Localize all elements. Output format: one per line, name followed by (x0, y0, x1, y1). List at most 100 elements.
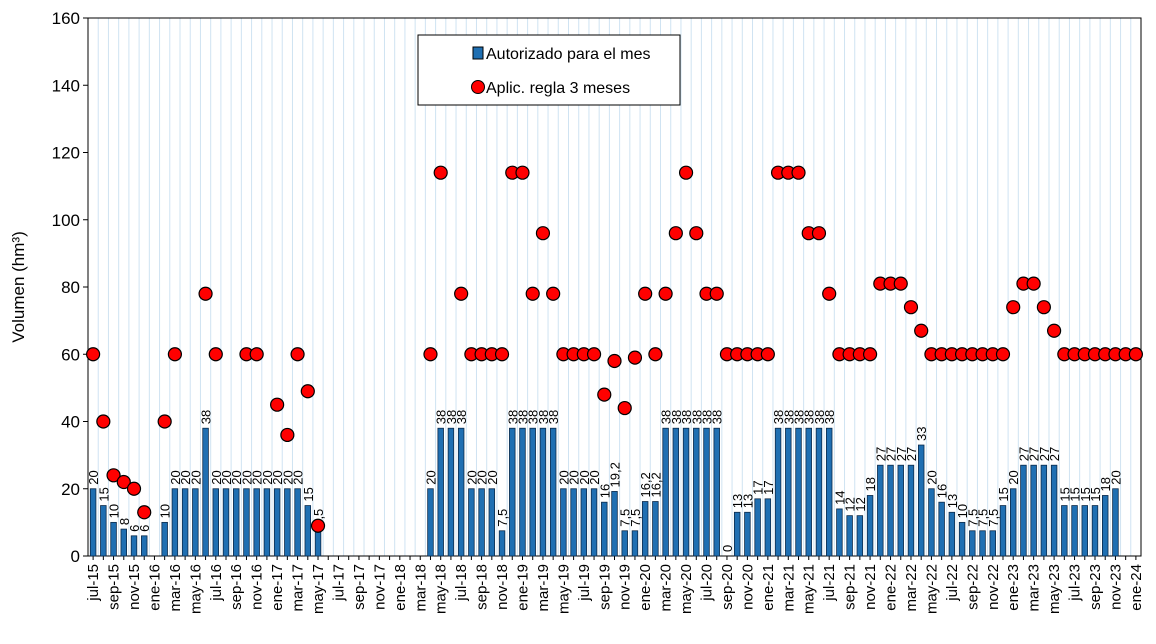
data-label: 27 (1027, 447, 1042, 461)
data-label: 15 (1057, 487, 1072, 501)
x-tick-label: jul-18 (453, 564, 470, 602)
x-tick-label: sep-20 (719, 564, 736, 610)
data-label: 6 (127, 525, 142, 532)
bar (897, 464, 904, 557)
data-label: 7,5 (986, 509, 1001, 527)
dot (627, 350, 643, 365)
dot (995, 347, 1011, 362)
x-tick-label: nov-18 (494, 564, 511, 610)
data-label: 38 (444, 410, 459, 424)
dot (709, 286, 724, 301)
data-label: 6 (137, 525, 152, 532)
dot (208, 347, 223, 362)
data-label: 15 (1068, 487, 1083, 501)
dot (433, 165, 448, 180)
data-label: 19,2 (608, 462, 623, 487)
data-label: 38 (792, 410, 807, 424)
data-label: 38 (802, 410, 817, 424)
data-label: 15 (301, 487, 316, 501)
x-tick-label: nov-19 (617, 564, 634, 610)
data-label: 17 (761, 480, 776, 494)
x-tick-label: ene-16 (146, 564, 163, 611)
data-label: 20 (250, 470, 265, 484)
y-axis-label: Volumen (hm³) (9, 231, 28, 342)
data-label: 27 (884, 447, 899, 461)
bar (233, 488, 240, 557)
bar (539, 427, 547, 557)
dot (515, 165, 530, 180)
bar (662, 427, 669, 557)
legend-swatch (472, 46, 484, 60)
bar (509, 427, 516, 557)
x-tick-label: may-23 (1046, 564, 1063, 614)
bar (856, 515, 864, 557)
x-tick-label: mar-23 (1026, 564, 1043, 612)
data-label: 38 (659, 410, 674, 424)
legend-box (417, 34, 681, 106)
data-label: 38 (700, 410, 715, 424)
legend-label: Aplic. regla 3 meses (486, 80, 630, 97)
bar (1009, 488, 1017, 557)
x-tick-label: jul-21 (821, 564, 838, 602)
data-label: 10 (107, 504, 122, 518)
bar (652, 501, 659, 557)
x-tick-label: sep-17 (351, 564, 368, 610)
data-label: 15 (1078, 487, 1093, 501)
bar (815, 427, 823, 557)
data-label: 7,5 (618, 509, 633, 527)
data-label: 16 (597, 484, 612, 498)
x-tick-label: may-22 (923, 564, 940, 614)
bar (999, 505, 1007, 557)
bar (866, 495, 874, 557)
x-tick-label: may-19 (555, 564, 572, 614)
bar (1050, 464, 1058, 557)
data-label: 16,2 (648, 472, 663, 497)
data-label: 13 (740, 494, 755, 508)
x-tick-label: nov-21 (862, 564, 879, 610)
data-label: 27 (1047, 447, 1062, 461)
data-label: 0 (720, 545, 735, 552)
bar (785, 427, 792, 557)
bar (1061, 505, 1068, 557)
data-label: 20 (168, 470, 183, 484)
x-tick-label: jul-23 (1067, 564, 1084, 602)
x-tick-label: sep-19 (596, 564, 613, 610)
data-label: 17 (751, 480, 766, 494)
x-tick-label: ene-24 (1128, 564, 1145, 611)
y-tick-label: 120 (52, 144, 80, 163)
bar (488, 488, 496, 557)
data-label: 27 (873, 447, 888, 461)
data-label: 38 (669, 410, 684, 424)
data-label: 38 (710, 410, 725, 424)
bar (958, 521, 966, 557)
y-tick-label: 100 (52, 211, 80, 230)
bar (948, 511, 956, 557)
legend-label: Autorizado para el mes (486, 46, 651, 63)
dot (607, 353, 622, 369)
dot (249, 347, 264, 362)
bar (560, 488, 567, 557)
bar (887, 464, 894, 557)
x-tick-label: nov-17 (371, 564, 388, 610)
bar (120, 528, 127, 557)
x-tick-label: may-20 (678, 564, 695, 614)
dot (106, 468, 121, 483)
dot (126, 481, 142, 496)
dot (1006, 300, 1021, 315)
bar (427, 488, 434, 557)
y-tick-label: 80 (61, 278, 80, 297)
data-label: 20 (219, 470, 234, 484)
data-label: 38 (505, 410, 520, 424)
bar (795, 427, 802, 557)
dot (300, 384, 315, 399)
data-label: 18 (1098, 477, 1113, 491)
x-tick-label: sep-22 (964, 564, 981, 610)
data-label: 18 (863, 477, 878, 491)
data-label: 27 (904, 447, 919, 461)
data-label: 16 (935, 484, 950, 498)
bar (437, 427, 444, 557)
data-label: 20 (188, 470, 203, 484)
data-label: 7,5 (628, 509, 643, 527)
dot (423, 347, 438, 362)
data-label: 10 (955, 504, 970, 518)
